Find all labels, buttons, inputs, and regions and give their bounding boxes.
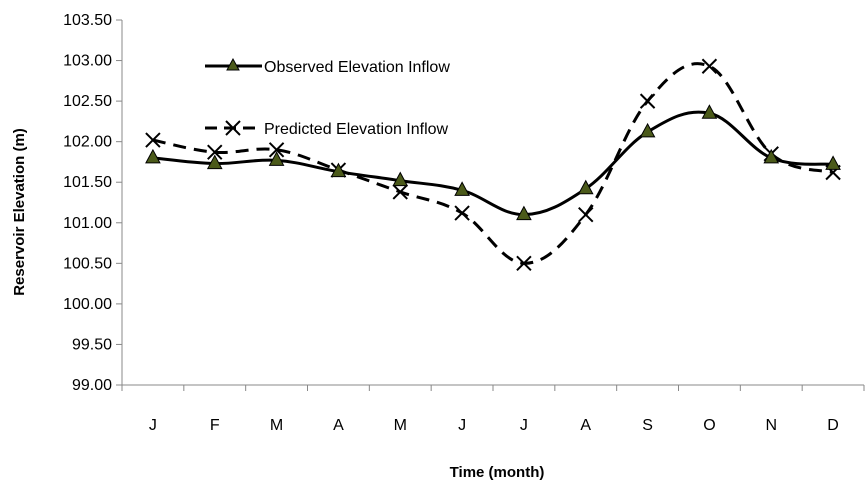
observed-point [268, 151, 285, 166]
legend-label-observed: Observed Elevation Inflow [264, 59, 450, 76]
legend-item-predicted: Predicted Elevation Inflow [205, 120, 449, 138]
predicted-point [701, 58, 718, 74]
observed-point [454, 181, 470, 196]
observed-point [516, 205, 532, 221]
predicted-point [207, 144, 223, 160]
predicted-series-line [152, 62, 834, 265]
x-tick-label: D [827, 417, 839, 434]
predicted-point [392, 184, 408, 200]
x-tick-label: M [270, 417, 283, 434]
predicted-point [145, 132, 161, 148]
observed-point [639, 122, 656, 138]
y-tick-label: 103.50 [63, 12, 112, 29]
predicted-point [268, 142, 285, 158]
x-tick-label: A [580, 417, 591, 434]
y-tick-label: 100.00 [63, 296, 112, 313]
observed-point [206, 154, 223, 170]
series-markers [145, 58, 841, 272]
observed-point [330, 162, 347, 178]
y-tick-label: 101.00 [63, 215, 112, 232]
y-tick-label: 102.50 [63, 93, 112, 110]
y-tick-label: 101.50 [63, 174, 112, 191]
x-tick-label: O [703, 417, 715, 434]
y-tick-label: 103.00 [63, 53, 112, 70]
predicted-point [639, 93, 656, 109]
legend-label-predicted: Predicted Elevation Inflow [264, 121, 449, 138]
observed-point [145, 148, 161, 164]
axes [116, 19, 865, 391]
legend-item-observed: Observed Elevation Inflow [205, 57, 450, 76]
x-tick-label: F [210, 417, 220, 434]
legend: Observed Elevation Inflow Predicted Elev… [205, 57, 450, 138]
predicted-point [578, 206, 594, 223]
y-tick-label: 99.00 [72, 377, 112, 394]
legend-marker-x-icon [225, 120, 241, 136]
x-tick-label: S [642, 417, 653, 434]
y-tick-label: 99.50 [72, 336, 112, 353]
x-tick-label: J [520, 417, 528, 434]
observed-point [577, 179, 594, 195]
series-lines [152, 62, 834, 265]
x-tick-label: J [149, 417, 157, 434]
observed-point [392, 171, 409, 187]
y-axis-title: Reservoir Elevation (m) [11, 128, 28, 296]
y-tick-labels: 99.00 99.50 100.00 100.50 101.00 101.50 102.00… [63, 12, 112, 394]
observed-point [701, 104, 718, 119]
observed-point [825, 155, 841, 170]
predicted-point [454, 205, 470, 221]
x-tick-label: J [458, 417, 466, 434]
x-tick-label: A [333, 417, 344, 434]
x-tick-label: M [394, 417, 407, 434]
x-tick-label: N [765, 417, 777, 434]
y-tick-label: 100.50 [63, 255, 112, 272]
x-axis-title: Time (month) [450, 464, 545, 481]
predicted-point [516, 255, 532, 272]
observed-point [763, 148, 780, 164]
legend-marker-triangle-icon [226, 57, 240, 71]
y-tick-label: 102.00 [63, 134, 112, 151]
